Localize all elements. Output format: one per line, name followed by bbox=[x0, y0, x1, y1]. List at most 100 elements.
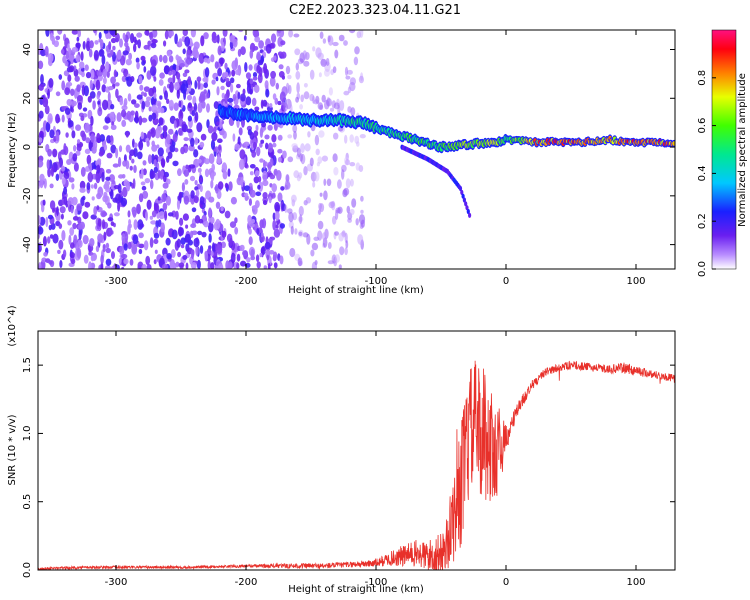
noise-speckle bbox=[83, 85, 89, 97]
noise-speckle bbox=[175, 261, 180, 268]
noise-speckle bbox=[202, 77, 208, 82]
noise-speckle bbox=[149, 215, 154, 220]
noise-speckle bbox=[146, 264, 152, 269]
noise-speckle bbox=[58, 223, 63, 230]
noise-speckle bbox=[136, 94, 143, 100]
noise-speckle bbox=[279, 223, 285, 229]
noise-speckle bbox=[272, 93, 277, 100]
noise-speckle bbox=[289, 247, 296, 258]
noise-speckle bbox=[252, 141, 257, 149]
noise-speckle bbox=[317, 52, 324, 60]
noise-speckle bbox=[73, 234, 78, 245]
noise-speckle bbox=[85, 137, 91, 144]
noise-speckle bbox=[182, 72, 188, 77]
noise-speckle bbox=[284, 179, 290, 190]
noise-speckle bbox=[319, 31, 324, 39]
noise-speckle bbox=[251, 205, 257, 210]
noise-speckle bbox=[59, 206, 66, 214]
noise-speckle bbox=[40, 74, 44, 85]
noise-speckle bbox=[208, 221, 214, 233]
noise-speckle bbox=[133, 219, 138, 231]
noise-speckle bbox=[203, 158, 211, 165]
noise-speckle bbox=[275, 82, 279, 90]
noise-speckle bbox=[68, 177, 75, 183]
noise-speckle bbox=[149, 179, 154, 190]
noise-speckle bbox=[285, 82, 290, 94]
noise-speckle bbox=[314, 134, 320, 146]
noise-speckle bbox=[90, 115, 94, 126]
noise-speckle bbox=[329, 107, 335, 112]
noise-speckle bbox=[349, 162, 356, 167]
noise-speckle bbox=[272, 219, 277, 231]
noise-speckle bbox=[153, 232, 160, 239]
noise-speckle bbox=[243, 141, 250, 147]
noise-speckle bbox=[100, 254, 104, 265]
noise-speckle bbox=[344, 66, 349, 76]
noise-speckle bbox=[197, 167, 202, 173]
noise-speckle bbox=[213, 101, 219, 110]
noise-speckle bbox=[95, 172, 101, 184]
noise-speckle bbox=[250, 248, 255, 259]
noise-speckle bbox=[143, 240, 149, 251]
noise-speckle bbox=[128, 219, 132, 226]
noise-speckle bbox=[128, 223, 132, 229]
noise-speckle bbox=[90, 184, 94, 189]
noise-speckle bbox=[186, 49, 191, 60]
noise-speckle bbox=[190, 262, 197, 269]
x-tick-label: -200 bbox=[235, 577, 258, 588]
branch-point bbox=[466, 208, 470, 215]
noise-speckle bbox=[211, 132, 218, 142]
noise-speckle bbox=[215, 244, 223, 255]
noise-speckle bbox=[294, 48, 301, 56]
noise-speckle bbox=[138, 248, 143, 255]
noise-speckle bbox=[267, 124, 273, 131]
noise-speckle bbox=[159, 54, 163, 63]
noise-speckle bbox=[60, 149, 66, 155]
noise-speckle bbox=[295, 62, 299, 71]
noise-speckle bbox=[178, 100, 182, 108]
noise-speckle bbox=[343, 187, 350, 196]
noise-speckle bbox=[172, 74, 176, 84]
noise-speckle bbox=[80, 115, 85, 122]
noise-speckle bbox=[114, 82, 120, 87]
noise-speckle bbox=[94, 40, 99, 45]
noise-speckle bbox=[216, 138, 223, 143]
noise-speckle bbox=[75, 42, 81, 49]
noise-speckle bbox=[262, 99, 268, 107]
noise-speckle bbox=[255, 254, 260, 262]
noise-speckle bbox=[136, 61, 140, 70]
noise-speckle bbox=[42, 236, 47, 247]
noise-speckle bbox=[215, 76, 219, 82]
noise-speckle bbox=[165, 237, 171, 246]
noise-speckle bbox=[339, 246, 345, 256]
noise-speckle bbox=[276, 30, 282, 34]
noise-speckle bbox=[151, 140, 155, 147]
noise-speckle bbox=[200, 133, 207, 141]
noise-speckle bbox=[129, 258, 134, 266]
noise-speckle bbox=[106, 152, 113, 159]
noise-speckle bbox=[102, 99, 109, 111]
noise-speckle bbox=[91, 196, 95, 201]
noise-speckle bbox=[60, 165, 66, 172]
noise-speckle bbox=[143, 92, 147, 97]
noise-speckle bbox=[162, 202, 168, 211]
noise-speckle bbox=[320, 58, 327, 67]
noise-speckle bbox=[48, 260, 53, 265]
noise-speckle bbox=[326, 178, 332, 187]
snr-panel: -300 -200 -100 0 100 0.0 0.5 1.0 1.5 Height of … bbox=[7, 305, 676, 595]
noise-speckle bbox=[297, 257, 303, 267]
noise-speckle bbox=[164, 30, 169, 40]
noise-speckle bbox=[110, 144, 117, 154]
noise-speckle bbox=[158, 211, 165, 220]
noise-speckle bbox=[47, 236, 51, 244]
noise-speckle bbox=[43, 178, 47, 189]
noise-speckle bbox=[249, 132, 255, 140]
noise-speckle bbox=[187, 94, 192, 101]
noise-speckle bbox=[263, 63, 268, 74]
noise-speckle bbox=[138, 140, 144, 151]
noise-speckle bbox=[121, 266, 125, 269]
noise-speckle bbox=[225, 80, 232, 88]
noise-speckle bbox=[162, 182, 169, 189]
noise-speckle bbox=[151, 39, 158, 44]
